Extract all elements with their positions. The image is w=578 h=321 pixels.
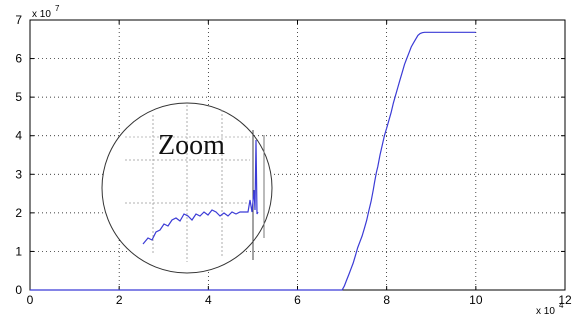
zoom-label: Zoom [158,130,225,161]
y-multiplier-exp: 7 [55,4,60,13]
x-tick-label: 6 [294,293,301,307]
y-tick-label: 4 [15,129,22,143]
zoom-inset-line [142,139,259,245]
x-tick-label: 12 [558,293,572,307]
y-tick-label: 6 [15,52,22,66]
x-tick-label: 4 [205,293,212,307]
x-multiplier: x 10 4 [536,301,564,317]
series [30,31,476,291]
y-tick-label: 2 [15,206,22,220]
zoom-inset-circle [101,102,273,274]
y-tick-label: 3 [15,167,22,181]
x-tick-label: 8 [383,293,390,307]
y-multiplier-base: x 10 [32,9,51,20]
y-tick-label: 0 [15,283,22,297]
x-multiplier-exp: 4 [559,301,564,310]
y-tick-label: 1 [15,244,22,258]
series-line [30,31,476,291]
zoom-inset-grid [125,105,250,262]
zoom-inset: Zoom [101,102,273,274]
x-tick-label: 10 [469,293,483,307]
y-tick-label: 7 [15,13,22,27]
x-tick-label: 2 [116,293,123,307]
x-multiplier-base: x 10 [536,306,555,317]
x-tick-label: 0 [27,293,34,307]
y-tick-label: 5 [15,90,22,104]
y-multiplier: x 10 7 [32,4,60,20]
